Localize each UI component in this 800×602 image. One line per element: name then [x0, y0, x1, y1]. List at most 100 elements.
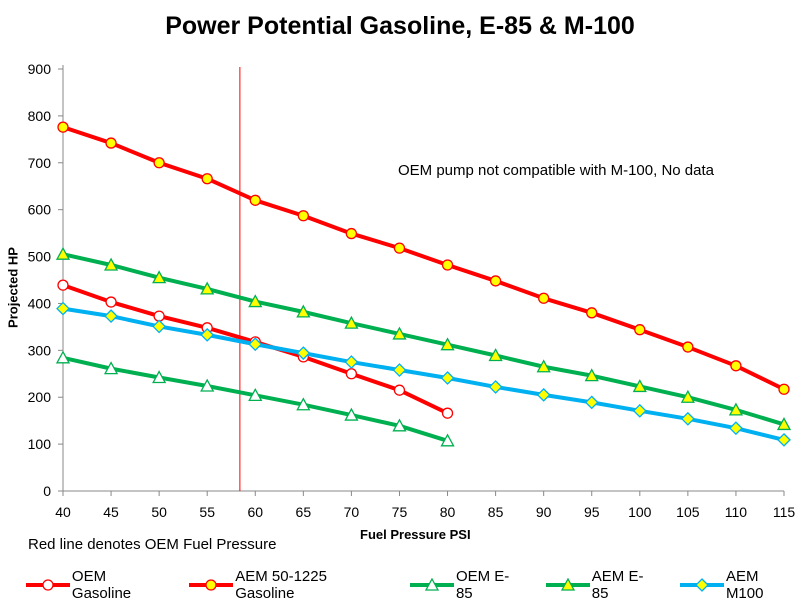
x-tick-label: 85: [488, 504, 504, 520]
data-point: [345, 227, 358, 240]
data-point: [441, 259, 454, 271]
y-tick-label: 500: [28, 249, 52, 265]
data-point: [345, 368, 358, 380]
x-tick-label: 55: [199, 504, 215, 520]
data-point: [632, 403, 647, 418]
legend-swatch: [680, 578, 724, 592]
data-point: [393, 384, 406, 396]
x-tick-label: 45: [103, 504, 119, 520]
x-tick-label: 110: [725, 504, 748, 520]
data-point: [55, 350, 71, 364]
data-point: [584, 395, 599, 410]
data-point: [296, 346, 311, 361]
data-point: [200, 378, 215, 392]
series-2: [55, 350, 455, 447]
legend: OEM Gasoline AEM 50-1225 Gasoline OEM E-85…: [26, 568, 800, 602]
legend-swatch: [26, 579, 70, 591]
data-point: [152, 370, 167, 384]
data-point: [201, 173, 213, 185]
data-point: [152, 319, 167, 334]
legend-label: OEM E-85: [455, 568, 510, 602]
legend-marker: [42, 579, 54, 591]
x-tick-label: 75: [392, 504, 408, 520]
legend-marker: [424, 578, 440, 591]
x-tick-label: 70: [344, 504, 360, 520]
data-point: [248, 294, 263, 308]
data-point: [200, 281, 215, 295]
data-point: [248, 337, 263, 352]
x-tick-label: 95: [584, 504, 600, 520]
data-point: [393, 242, 406, 254]
y-tick-label: 700: [28, 155, 52, 171]
series-4: [56, 301, 791, 447]
data-point: [586, 307, 598, 319]
data-point: [440, 433, 455, 447]
data-point: [105, 296, 117, 308]
y-tick-label: 800: [28, 108, 52, 124]
y-tick-label: 300: [28, 342, 52, 358]
legend-marker: [695, 578, 709, 592]
legend-item: AEM M100: [680, 568, 800, 602]
data-point: [249, 194, 261, 206]
data-point: [392, 363, 407, 377]
data-point: [152, 270, 167, 284]
y-tick-label: 200: [28, 389, 52, 405]
legend-item: OEM E-85: [410, 568, 526, 602]
data-point: [440, 337, 455, 351]
x-tick-label: 50: [151, 504, 167, 520]
data-point: [777, 432, 791, 447]
data-point: [632, 379, 647, 393]
data-point: [538, 292, 550, 304]
data-point: [103, 361, 119, 375]
x-tick-label: 90: [536, 504, 552, 520]
data-point: [57, 279, 69, 291]
data-point: [344, 315, 359, 329]
legend-label: AEM M100: [725, 568, 764, 602]
data-point: [489, 275, 502, 287]
data-point: [536, 359, 551, 373]
data-point: [584, 368, 599, 382]
data-point: [488, 348, 503, 362]
data-point: [248, 387, 263, 401]
legend-label: AEM E-85: [591, 568, 644, 602]
data-point: [103, 257, 119, 271]
data-point: [56, 301, 70, 316]
data-point: [634, 324, 646, 336]
data-point: [104, 309, 118, 324]
data-point: [441, 407, 454, 419]
data-point: [392, 418, 407, 432]
data-point: [392, 326, 407, 340]
x-tick-label: 100: [628, 504, 652, 520]
annotation-text: OEM pump not compatible with M-100, No d…: [398, 162, 714, 179]
series-1: [57, 121, 790, 395]
series-3: [55, 246, 792, 431]
y-tick-label: 400: [28, 295, 52, 311]
x-axis-label: Fuel Pressure PSI: [360, 527, 471, 542]
note-text: Red line denotes OEM Fuel Pressure: [28, 536, 277, 553]
y-tick-label: 0: [43, 483, 51, 499]
data-point: [680, 389, 695, 403]
legend-swatch: [545, 578, 590, 591]
data-point: [776, 417, 792, 431]
data-point: [296, 397, 311, 411]
x-tick-label: 60: [247, 504, 263, 520]
x-tick-label: 105: [676, 504, 700, 520]
legend-label: OEM Gasoline: [71, 568, 132, 602]
legend-item: OEM Gasoline: [26, 568, 169, 602]
data-point: [200, 327, 215, 342]
series-line: [62, 306, 785, 442]
data-point: [57, 121, 69, 133]
data-point: [730, 360, 742, 372]
data-point: [488, 379, 503, 394]
data-point: [778, 383, 790, 395]
x-tick-label: 40: [55, 504, 71, 520]
legend-swatch: [410, 578, 454, 591]
chart-title: Power Potential Gasoline, E-85 & M-100: [165, 12, 635, 40]
legend-marker: [560, 578, 575, 591]
legend-item: AEM E-85: [545, 568, 660, 602]
x-tick-label: 80: [440, 504, 456, 520]
data-point: [296, 304, 311, 318]
data-point: [682, 341, 694, 353]
data-point: [153, 157, 165, 169]
